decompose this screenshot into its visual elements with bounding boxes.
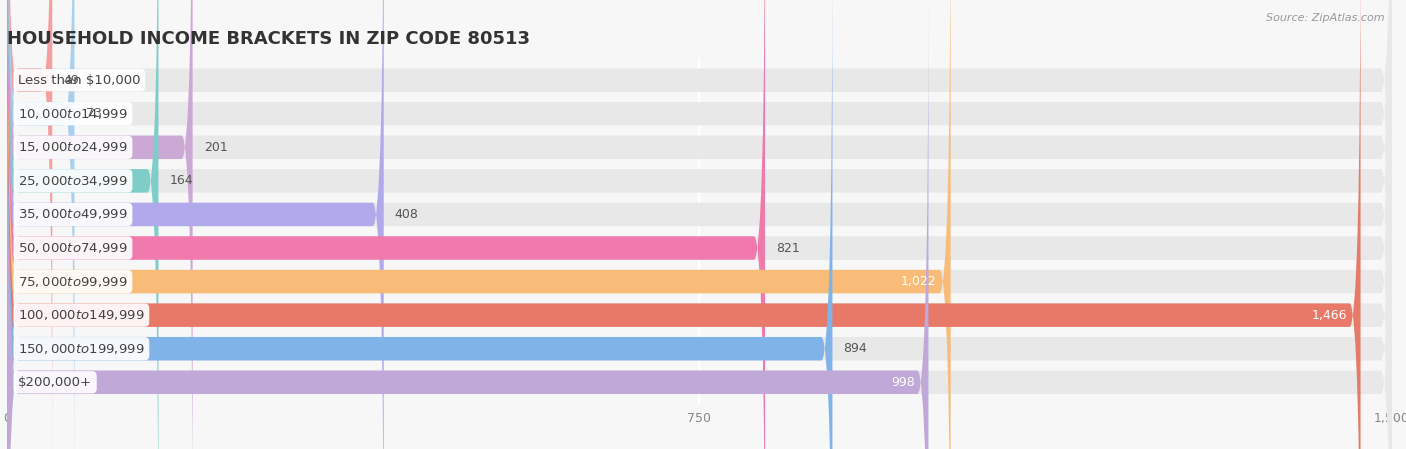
FancyBboxPatch shape [7, 0, 159, 449]
FancyBboxPatch shape [7, 0, 1392, 449]
FancyBboxPatch shape [7, 0, 1392, 449]
Text: 821: 821 [776, 242, 800, 255]
Text: $100,000 to $149,999: $100,000 to $149,999 [18, 308, 145, 322]
Text: HOUSEHOLD INCOME BRACKETS IN ZIP CODE 80513: HOUSEHOLD INCOME BRACKETS IN ZIP CODE 80… [7, 31, 530, 48]
FancyBboxPatch shape [7, 0, 832, 449]
FancyBboxPatch shape [7, 0, 193, 449]
FancyBboxPatch shape [7, 0, 384, 449]
FancyBboxPatch shape [7, 0, 765, 449]
Text: 1,022: 1,022 [901, 275, 936, 288]
Text: 998: 998 [891, 376, 915, 389]
Text: 408: 408 [395, 208, 419, 221]
FancyBboxPatch shape [7, 0, 1392, 449]
FancyBboxPatch shape [7, 0, 1392, 449]
Text: 164: 164 [170, 174, 193, 187]
Text: $35,000 to $49,999: $35,000 to $49,999 [18, 207, 128, 221]
FancyBboxPatch shape [7, 0, 950, 449]
FancyBboxPatch shape [7, 0, 928, 449]
Text: Less than $10,000: Less than $10,000 [18, 74, 141, 87]
FancyBboxPatch shape [7, 0, 1392, 449]
Text: 49: 49 [63, 74, 79, 87]
Text: $75,000 to $99,999: $75,000 to $99,999 [18, 275, 128, 289]
FancyBboxPatch shape [7, 0, 1361, 449]
FancyBboxPatch shape [7, 0, 1392, 449]
Text: 73: 73 [86, 107, 101, 120]
Text: $150,000 to $199,999: $150,000 to $199,999 [18, 342, 145, 356]
Text: $50,000 to $74,999: $50,000 to $74,999 [18, 241, 128, 255]
FancyBboxPatch shape [7, 0, 75, 449]
Text: $15,000 to $24,999: $15,000 to $24,999 [18, 141, 128, 154]
Text: 894: 894 [844, 342, 868, 355]
FancyBboxPatch shape [7, 0, 1392, 449]
FancyBboxPatch shape [7, 0, 1392, 449]
Text: $200,000+: $200,000+ [18, 376, 93, 389]
Text: Source: ZipAtlas.com: Source: ZipAtlas.com [1267, 13, 1385, 23]
FancyBboxPatch shape [7, 0, 52, 449]
Text: $25,000 to $34,999: $25,000 to $34,999 [18, 174, 128, 188]
Text: 1,466: 1,466 [1312, 308, 1347, 321]
Text: 201: 201 [204, 141, 228, 154]
FancyBboxPatch shape [7, 0, 1392, 449]
FancyBboxPatch shape [7, 0, 1392, 449]
Text: $10,000 to $14,999: $10,000 to $14,999 [18, 107, 128, 121]
